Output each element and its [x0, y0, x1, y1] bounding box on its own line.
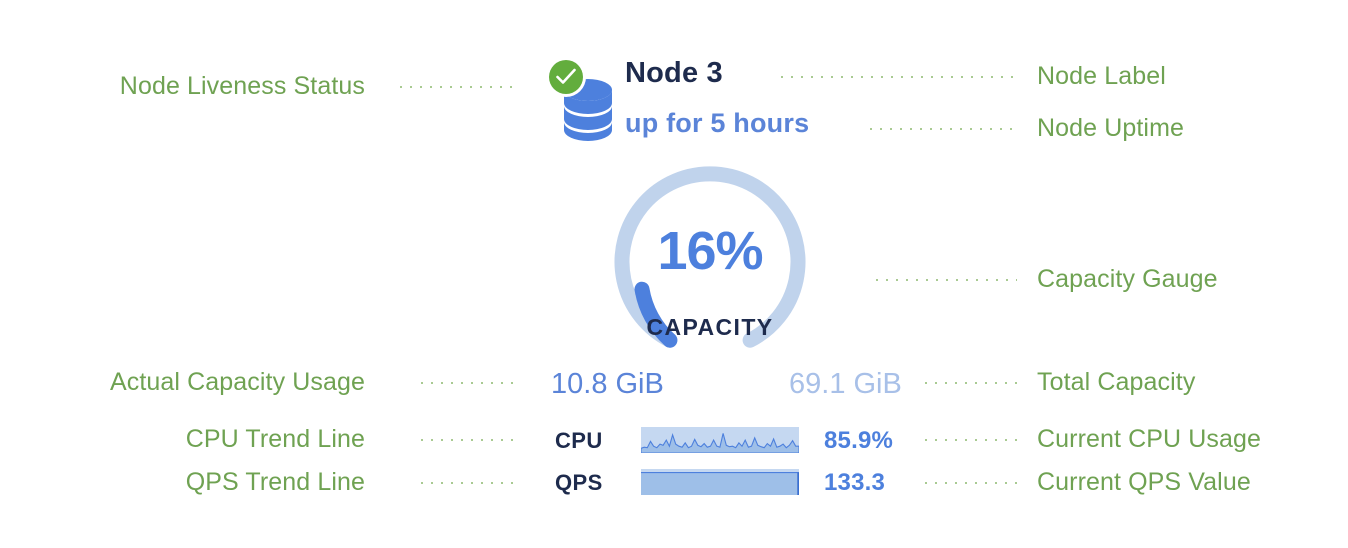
metric-label-qps: QPS [555, 470, 603, 495]
annotation-qps-trend-line: QPS Trend Line [185, 468, 365, 496]
leader-total-capacity [921, 381, 1017, 385]
qps-sparkline-chart [641, 472, 799, 495]
annotation-total-capacity: Total Capacity [1037, 368, 1196, 396]
cpu-sparkline-chart [641, 433, 799, 453]
annotation-node-uptime: Node Uptime [1037, 114, 1184, 142]
leader-node-liveness-status [396, 85, 518, 89]
capacity-gauge: 16% CAPACITY [560, 162, 860, 358]
node-label[interactable]: Node 3 [625, 57, 723, 89]
annotation-node-label: Node Label [1037, 62, 1166, 90]
node-icon-group [549, 60, 617, 146]
annotation-cpu-trend-line: CPU Trend Line [185, 425, 365, 453]
leader-cpu-trend-line [417, 438, 515, 442]
leader-actual-capacity-usage [417, 381, 515, 385]
qps-sparkline[interactable] [641, 469, 799, 495]
leader-capacity-gauge [872, 278, 1017, 282]
leader-current-cpu-usage [921, 438, 1017, 442]
gauge-fill [634, 281, 678, 348]
annotation-current-qps-value: Current QPS Value [1037, 468, 1251, 496]
capacity-used-value: 10.8 GiB [551, 368, 664, 400]
metric-label-cpu: CPU [555, 428, 603, 453]
cpu-current-value: 85.9% [824, 427, 894, 454]
cpu-sparkline[interactable] [641, 427, 799, 453]
annotation-actual-capacity-usage: Actual Capacity Usage [109, 368, 365, 396]
annotation-node-liveness-status: Node Liveness Status [119, 72, 365, 100]
capacity-total-value: 69.1 GiB [789, 368, 902, 400]
annotation-capacity-gauge: Capacity Gauge [1037, 265, 1218, 293]
leader-node-uptime [866, 127, 1017, 131]
check-circle-icon [549, 60, 583, 94]
leader-node-label [777, 75, 1017, 79]
gauge-percent-value: 16% [657, 221, 763, 281]
capacity-gauge-arc [614, 166, 806, 348]
annotation-current-cpu-usage: Current CPU Usage [1037, 425, 1262, 453]
qps-current-value: 133.3 [824, 469, 886, 496]
gauge-caption: CAPACITY [646, 314, 774, 340]
check-glyph [556, 68, 576, 84]
gauge-track [614, 166, 806, 348]
leader-qps-trend-line [417, 481, 515, 485]
node-uptime: up for 5 hours [625, 108, 810, 138]
leader-current-qps-value [921, 481, 1017, 485]
